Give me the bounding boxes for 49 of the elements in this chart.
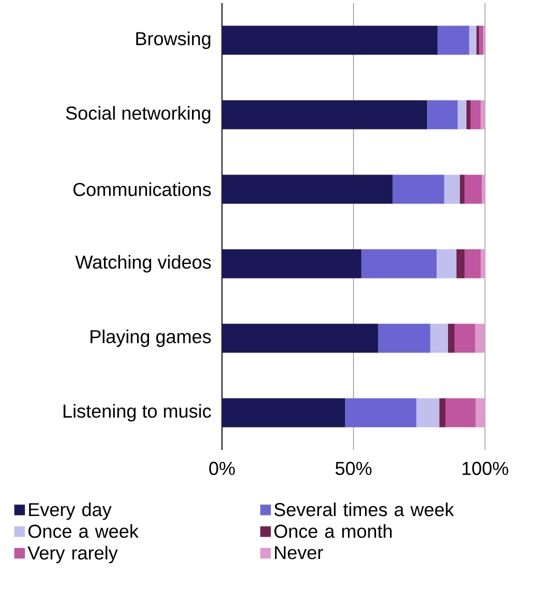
- bar: [466, 100, 471, 130]
- bar: [464, 249, 481, 278]
- legend-label: Once a month: [274, 524, 392, 538]
- legend-label: Every day: [29, 502, 112, 520]
- bar: [448, 324, 454, 353]
- bar: [427, 100, 458, 130]
- legend-label: Several times a week: [274, 502, 454, 516]
- bar: [438, 26, 470, 55]
- bar: [454, 324, 476, 353]
- bar: [345, 398, 416, 428]
- bar: [469, 26, 476, 55]
- bar: [480, 249, 486, 278]
- bar: [458, 100, 466, 130]
- y-tick-label: Social networking: [66, 106, 210, 124]
- bar: [222, 100, 428, 130]
- bar: [456, 249, 465, 278]
- bar: [475, 324, 485, 353]
- bar: [222, 398, 346, 428]
- bar: [361, 249, 437, 278]
- legend-label: Never: [275, 546, 324, 560]
- x-tick-label: 0%: [209, 462, 235, 476]
- y-tick-label: Communications: [73, 182, 211, 196]
- bar: [476, 398, 486, 428]
- bar: [416, 398, 440, 428]
- legend-label: Once a week: [28, 524, 139, 538]
- bar: [222, 249, 362, 278]
- bar: [392, 174, 444, 204]
- bar: [222, 324, 378, 353]
- bar: [446, 398, 476, 428]
- bar: [482, 174, 486, 204]
- bar: [460, 174, 464, 204]
- bar: [444, 174, 460, 204]
- x-tick-label: 100%: [462, 462, 508, 476]
- y-tick-label: Listening to music: [64, 404, 211, 422]
- bar: [479, 26, 484, 55]
- bar: [439, 398, 446, 428]
- bar: [222, 26, 438, 55]
- x-tick-label: 50%: [336, 462, 372, 476]
- bar: [436, 249, 456, 278]
- y-tick-label: Watching videos: [75, 255, 211, 272]
- legend-label: Very rarely: [28, 546, 118, 564]
- y-tick-label: Playing games: [90, 330, 211, 347]
- bar: [464, 174, 482, 204]
- bar: [378, 324, 430, 353]
- bar: [480, 100, 485, 130]
- bar: [470, 100, 481, 130]
- bar: [222, 174, 393, 204]
- bar: [430, 324, 448, 353]
- y-tick-label: Browsing: [136, 32, 210, 49]
